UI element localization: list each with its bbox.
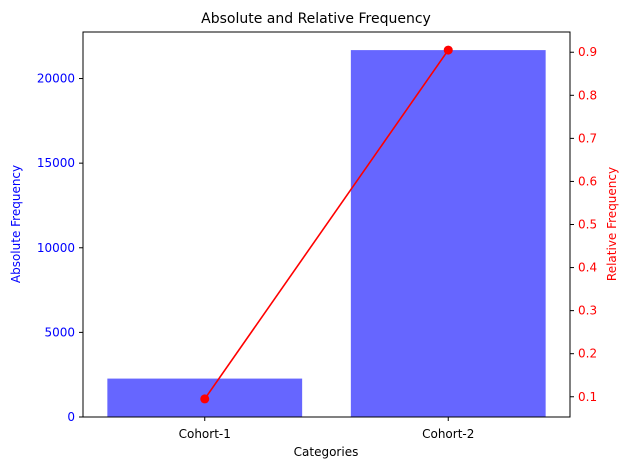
relative-line-layer	[200, 45, 453, 404]
relative-point-cohort-1	[200, 394, 210, 404]
y-right-tick-label: 0.6	[578, 174, 597, 188]
bar-cohort-2	[350, 50, 546, 417]
y-axis-left-label: Absolute Frequency	[9, 165, 23, 283]
y-right-tick-label: 0.1	[578, 390, 597, 404]
y-left-tick-label: 20000	[37, 72, 75, 86]
x-tick-label: Cohort-2	[422, 427, 474, 441]
relative-frequency-line	[204, 49, 449, 400]
bars-layer	[107, 50, 546, 417]
y-axis-right-label: Relative Frequency	[605, 167, 619, 281]
y-left-tick-label: 5000	[44, 325, 75, 339]
chart-title: Absolute and Relative Frequency	[201, 11, 431, 27]
y-left-tick-label: 0	[67, 410, 75, 424]
x-axis: Cohort-1 Cohort-2	[179, 417, 474, 441]
y-right-tick-label: 0.3	[578, 304, 597, 318]
y-right-tick-label: 0.2	[578, 347, 597, 361]
y-axis-left: 0 5000 10000 15000 20000	[37, 72, 83, 424]
y-right-tick-label: 0.8	[578, 88, 597, 102]
y-left-tick-label: 10000	[37, 241, 75, 255]
y-right-tick-label: 0.5	[578, 218, 597, 232]
x-axis-label: Categories	[294, 445, 359, 459]
y-right-tick-label: 0.7	[578, 131, 597, 145]
y-right-tick-label: 0.4	[578, 261, 597, 275]
y-right-tick-label: 0.9	[578, 45, 597, 59]
relative-point-cohort-2	[443, 45, 453, 55]
x-tick-label: Cohort-1	[179, 427, 231, 441]
y-left-tick-label: 15000	[37, 156, 75, 170]
y-axis-right: 0.1 0.2 0.3 0.4 0.5 0.6 0.7 0.8 0.9	[570, 45, 597, 404]
